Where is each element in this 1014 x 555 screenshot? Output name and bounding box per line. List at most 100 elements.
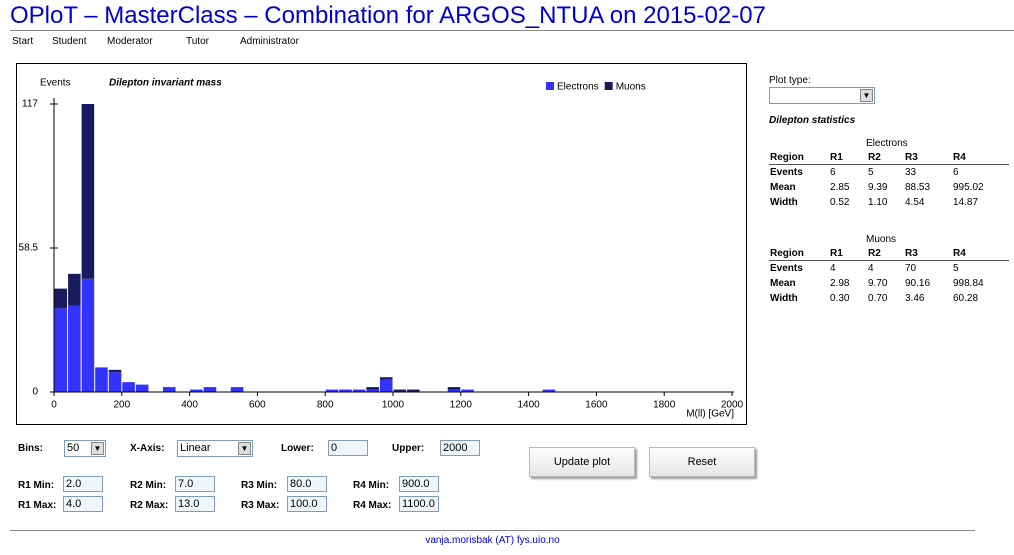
bar-segment [379, 379, 393, 392]
label: R2 Max: [130, 500, 169, 511]
label: R3 Max: [241, 500, 280, 511]
label: R1 Max: [18, 500, 57, 511]
chart: Events Dilepton invariant mass M(ll) [Ge… [16, 63, 747, 425]
footer-email[interactable]: vanja.morisbak (AT) fys.uio.no [425, 535, 560, 546]
bar-segment [81, 104, 95, 279]
range-max-input[interactable]: 100.0 [287, 496, 327, 512]
bar-segment [54, 308, 68, 392]
dropdown-arrow: ▼ [238, 442, 251, 455]
plot-type-select[interactable]: ▼ [769, 87, 875, 104]
bar-segment [162, 387, 176, 392]
bar-segment [379, 377, 393, 380]
bar-segment [447, 387, 461, 390]
nav-link[interactable]: Student [52, 36, 87, 47]
table-cell: Width [770, 293, 798, 304]
nav-link[interactable]: Administrator [240, 36, 299, 47]
y-tick-label: 58.5 [19, 243, 39, 254]
value: 50 [67, 442, 80, 454]
range-min-input[interactable]: 7.0 [175, 476, 215, 492]
table-cell: 995.02 [953, 182, 984, 193]
rule [769, 164, 1009, 165]
x-tick-label: 600 [249, 400, 266, 411]
bar-segment [190, 389, 203, 392]
bar-segment [352, 389, 366, 392]
table-header: R2 [868, 152, 881, 163]
lower-input[interactable]: 0 [328, 440, 368, 456]
table-cell: 998.84 [953, 278, 984, 289]
table-cell: 33 [905, 167, 917, 178]
label: R2 Min: [130, 480, 167, 491]
table-cell: 60.28 [953, 293, 979, 304]
range-min-input[interactable]: 2.0 [63, 476, 103, 492]
y-tick-label: 117 [22, 99, 38, 110]
table-cell: Events [770, 263, 803, 274]
table-cell: 9.70 [868, 278, 888, 289]
x-tick-label: 1000 [382, 400, 405, 411]
nav-link[interactable]: Moderator [107, 36, 153, 47]
range-min-input[interactable]: 80.0 [287, 476, 327, 492]
x-tick-label: 1400 [517, 400, 540, 411]
y-tick-label: 0 [32, 387, 38, 398]
table-cell: 9.39 [868, 182, 888, 193]
table-cell: 90.16 [905, 278, 931, 289]
table-cell: 0.70 [868, 293, 888, 304]
rule [769, 260, 1009, 261]
nav-link[interactable]: Tutor [186, 36, 209, 47]
label: Plot type: [769, 75, 811, 86]
legend-swatch [604, 82, 613, 90]
x-tick-label: 2000 [721, 400, 744, 411]
table-cell: Width [770, 197, 798, 208]
bar-segment [366, 389, 379, 392]
table-header: R1 [830, 152, 843, 163]
xaxis-select[interactable]: Linear ▼ [177, 440, 253, 457]
x-tick-label: 1200 [450, 400, 473, 411]
table-header: R1 [830, 248, 843, 259]
label: Bins: [18, 443, 43, 454]
label: R1 Min: [18, 480, 55, 491]
table-cell: 2.85 [830, 182, 850, 193]
range-max-input[interactable]: 13.0 [175, 496, 215, 512]
bar-segment [95, 367, 108, 392]
bar-segment [366, 387, 379, 390]
nav-link[interactable]: Start [12, 36, 34, 47]
x-tick-label: 400 [181, 400, 198, 411]
chart-frame [16, 63, 747, 425]
label: R3 Min: [241, 480, 278, 491]
dropdown-arrow: ▼ [860, 89, 873, 102]
range-max-input[interactable]: 4.0 [63, 496, 103, 512]
table-header: R2 [868, 248, 881, 259]
table-title: Muons [866, 234, 897, 245]
chart-title: Dilepton invariant mass [109, 78, 222, 89]
bins-select[interactable]: 50 ▼ [64, 440, 106, 457]
label: R4 Max: [353, 500, 392, 511]
table-cell: 2.98 [830, 278, 850, 289]
reset-button[interactable]: Reset [649, 447, 755, 477]
label: X-Axis: [130, 443, 165, 454]
table-cell: 4 [830, 263, 836, 274]
legend-swatch [546, 82, 554, 90]
bar-segment [461, 389, 474, 392]
rule [10, 530, 975, 531]
upper-input[interactable]: 2000 [440, 440, 480, 456]
bar-segment [54, 288, 68, 309]
range-min-input[interactable]: 900.0 [399, 476, 439, 492]
bar-segment [81, 278, 95, 392]
table-cell: 6 [953, 167, 959, 178]
label: R4 Min: [353, 480, 390, 491]
x-tick-label: 1800 [653, 400, 676, 411]
table-header: R4 [953, 248, 966, 259]
update-button[interactable]: Update plot [529, 447, 635, 477]
range-max-input[interactable]: 1100.0 [399, 496, 439, 512]
bar-segment [108, 372, 122, 392]
legend-label: Electrons [557, 82, 599, 93]
legend-label: Muons [616, 82, 646, 93]
y-axis-label: Events [40, 78, 71, 89]
table-cell: 4 [868, 263, 874, 274]
stats-title: Dilepton statistics [769, 115, 856, 126]
bar-segment [393, 389, 407, 392]
rule [10, 30, 1014, 31]
dropdown-arrow: ▼ [91, 442, 104, 455]
table-header: Region [770, 248, 804, 259]
x-tick-label: 0 [51, 400, 57, 411]
table-cell: Mean [770, 182, 796, 193]
